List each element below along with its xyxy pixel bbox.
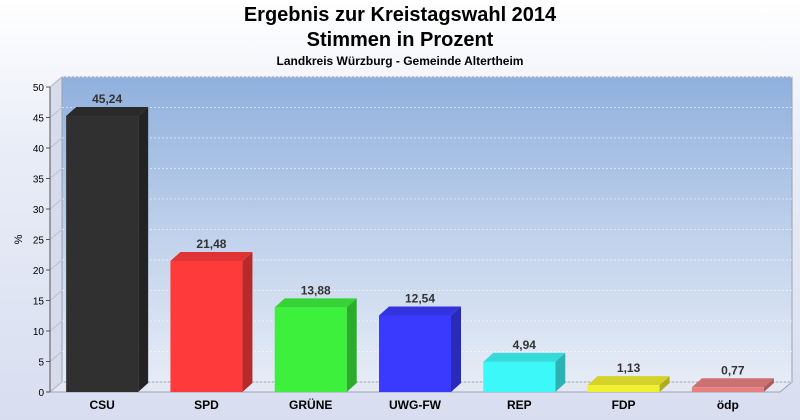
bar-top-CSU [66,107,149,117]
bar-CSU [66,116,139,392]
y-tick-label: 0 [38,388,44,399]
bar-GRÜNE [274,307,347,392]
bar-top-REP [483,352,566,362]
bar-side-REP [555,352,566,392]
y-tick-label: 30 [33,205,45,216]
bar-top-SPD [170,251,253,261]
y-tick-label: 15 [33,297,45,308]
chart-title-line2: Stimmen in Prozent [306,29,494,51]
category-label-SPD: SPD [194,398,219,412]
bar-SPD [170,260,243,392]
gridline-side [49,229,63,240]
y-tick-label: 5 [38,358,44,369]
gridline-side [49,198,63,210]
gridline-side [49,137,63,149]
chart-subtitle: Landkreis Würzburg - Gemeinde Altertheim [276,54,524,68]
bar-top-ödp [691,378,774,388]
gridline-side [49,76,63,88]
gridline-side [49,351,63,362]
bar-side-CSU [138,107,149,392]
value-label-UWG-FW: 12,54 [405,292,435,306]
category-label-ödp: ödp [717,398,739,412]
chart-title-line1: Ergebnis zur Kreistagswahl 2014 [243,4,557,26]
category-label-UWG-FW: UWG-FW [389,398,442,412]
gridline-side [49,168,63,179]
value-label-CSU: 45,24 [92,92,122,106]
axes [46,86,51,393]
bar-top-GRÜNE [274,298,357,308]
value-label-FDP: 1,13 [617,361,641,375]
category-label-REP: REP [507,398,532,412]
y-tick-label: 50 [33,83,45,94]
gridline-side [49,290,63,301]
y-tick-label: 35 [33,175,45,186]
bar-top-FDP [587,376,670,386]
y-tick-label: 10 [33,327,45,338]
y-tick-label: 20 [33,266,45,277]
gridline-side [49,107,63,118]
bar-REP [483,361,556,392]
bar-side-UWG-FW [451,306,461,392]
bar-side-GRÜNE [346,298,357,392]
value-label-SPD: 21,48 [196,237,226,251]
bar-side-ödp [763,378,774,392]
category-label-GRÜNE: GRÜNE [289,397,332,412]
y-tick-label: 25 [33,236,45,247]
value-label-ödp: 0,77 [721,363,745,377]
value-label-REP: 4,94 [513,338,537,352]
bar-top-UWG-FW [379,306,461,316]
y-tick-label: 45 [33,114,45,125]
bar-side-SPD [242,251,253,392]
gridline-side [49,381,63,393]
y-tick-label: 40 [33,144,45,155]
bar-FDP [587,385,660,392]
category-label-CSU: CSU [89,398,114,412]
gridline-side [49,320,63,332]
bar-side-FDP [659,376,670,392]
y-axis-label: % [13,234,25,244]
gridline-side [49,259,63,271]
labels: 0 5 10 15 20 25 30 35 40 45 50% 45,24 CSU 21,48 SPD 13,… [13,83,745,412]
bars [66,107,774,392]
value-label-GRÜNE: 13,88 [301,283,331,297]
bar-UWG-FW [379,315,451,392]
category-label-FDP: FDP [612,398,636,412]
bar-ödp [691,387,764,392]
